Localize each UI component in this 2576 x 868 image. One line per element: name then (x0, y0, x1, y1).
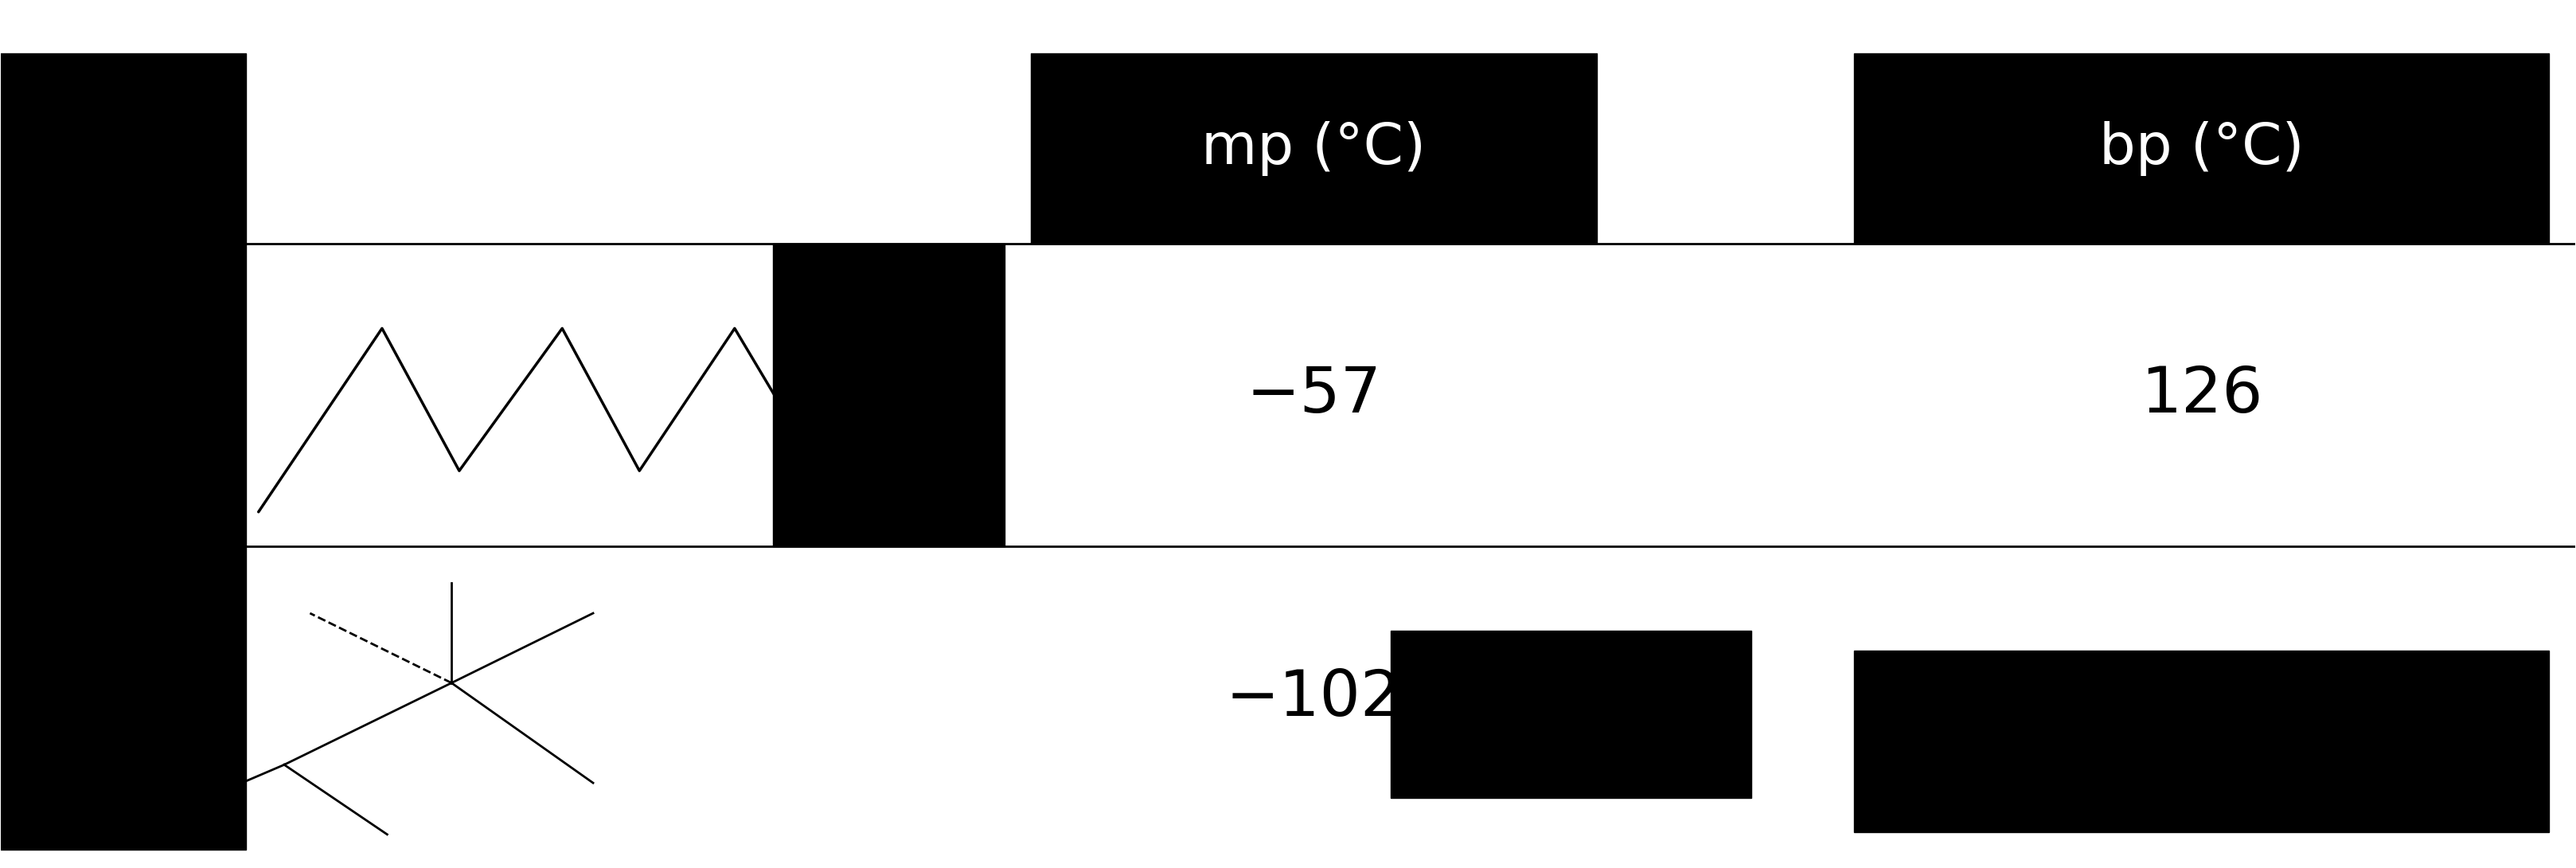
Text: −102: −102 (1226, 667, 1401, 729)
Bar (1855, 650, 2550, 832)
Bar (0, 53, 245, 244)
Bar (1030, 53, 1597, 244)
Text: 106: 106 (2141, 667, 2262, 729)
Bar (1391, 631, 1752, 798)
Bar (0, 244, 245, 547)
Text: −57: −57 (1247, 364, 1381, 426)
Text: mp (°C): mp (°C) (1200, 121, 1427, 175)
Bar (773, 244, 1005, 547)
Text: bp (°C): bp (°C) (2099, 121, 2306, 175)
Bar (0, 547, 245, 850)
Bar (1855, 53, 2550, 244)
Text: 126: 126 (2141, 364, 2262, 426)
